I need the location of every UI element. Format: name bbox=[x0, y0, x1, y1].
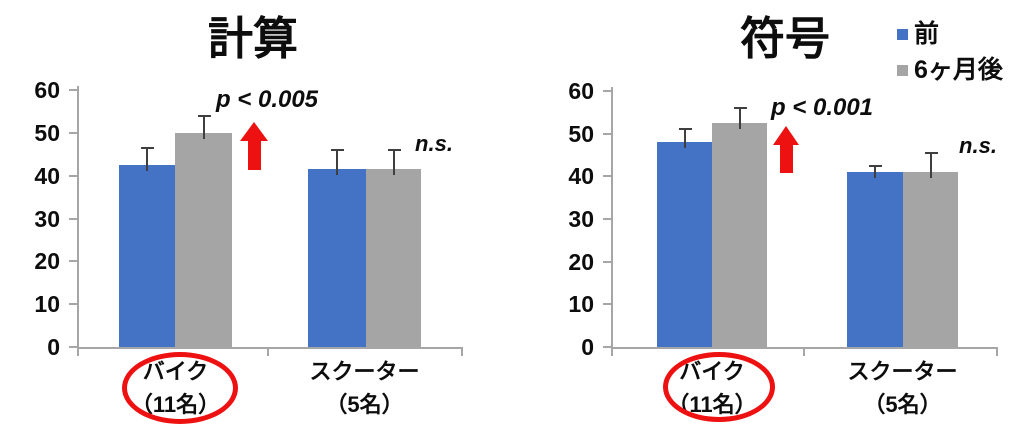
x-axis-tick bbox=[461, 349, 463, 356]
y-axis-line bbox=[77, 86, 79, 349]
y-axis-tick bbox=[603, 175, 612, 178]
bar-post6m-bike bbox=[712, 123, 767, 347]
legend-item-pre: 前 bbox=[897, 20, 1003, 48]
error-bar-line-pre-bike bbox=[683, 129, 686, 149]
x-axis-tick bbox=[996, 349, 998, 356]
chart-title-symbol: 符号 bbox=[739, 13, 831, 64]
error-bar-line-post6m-bike bbox=[202, 115, 205, 139]
bar-post6m-scooter bbox=[366, 169, 421, 347]
y-axis-tick bbox=[603, 132, 612, 135]
error-bar-cap-pre-bike bbox=[141, 146, 154, 149]
y-tick-label: 10 bbox=[568, 291, 594, 318]
ns-label: n.s. bbox=[959, 133, 997, 158]
y-axis-tick bbox=[69, 217, 78, 220]
bar-pre-bike bbox=[657, 142, 712, 347]
x-axis-line bbox=[611, 347, 998, 349]
error-bar-line-post6m-scooter bbox=[929, 152, 932, 179]
x-category-label-scooter-line1: スクーター bbox=[309, 359, 420, 384]
y-tick-label: 30 bbox=[34, 205, 60, 232]
error-bar-cap-pre-scooter bbox=[869, 164, 882, 167]
up-arrow-shaft bbox=[779, 144, 793, 173]
x-axis-tick bbox=[77, 349, 79, 356]
bar-pre-scooter bbox=[308, 169, 366, 347]
x-category-label-scooter-line2: （5名） bbox=[325, 392, 404, 417]
y-tick-label: 60 bbox=[34, 77, 60, 103]
error-bar-cap-post6m-bike bbox=[733, 107, 747, 110]
y-tick-label: 10 bbox=[34, 291, 60, 318]
y-tick-label: 20 bbox=[568, 248, 594, 275]
y-axis-tick bbox=[69, 89, 78, 91]
ns-label: n.s. bbox=[415, 131, 453, 156]
error-bar-cap-post6m-scooter bbox=[387, 148, 401, 151]
bar-pre-bike bbox=[119, 164, 175, 347]
y-tick-label: 40 bbox=[34, 162, 60, 189]
y-axis-tick bbox=[603, 90, 612, 92]
x-axis-line bbox=[77, 347, 463, 349]
y-axis-tick bbox=[603, 346, 612, 348]
highlight-ellipse bbox=[122, 352, 238, 424]
bar-pre-scooter bbox=[847, 172, 903, 347]
y-axis-line bbox=[611, 87, 613, 349]
x-category-label-scooter-line2: （5名） bbox=[863, 392, 942, 417]
error-bar-cap-pre-bike bbox=[678, 128, 692, 131]
highlight-ellipse bbox=[663, 352, 775, 422]
up-arrow-head bbox=[240, 122, 268, 141]
x-axis-tick bbox=[803, 349, 805, 356]
y-axis-tick bbox=[603, 303, 612, 306]
y-tick-label: 20 bbox=[34, 248, 60, 275]
x-axis-tick bbox=[611, 349, 613, 356]
y-tick-label: 50 bbox=[34, 119, 60, 146]
legend-item-post: 6ヶ月後 bbox=[897, 56, 1003, 84]
x-axis-tick bbox=[267, 349, 269, 356]
y-tick-label: 50 bbox=[568, 120, 594, 147]
chart-title-calculation: 計算 bbox=[207, 13, 299, 64]
error-bar-line-post6m-scooter bbox=[392, 149, 395, 176]
legend-label-post: 6ヶ月後 bbox=[914, 56, 1003, 84]
error-bar-line-pre-scooter bbox=[874, 165, 876, 179]
x-category-label-scooter-line1: スクーター bbox=[847, 359, 958, 384]
error-bar-cap-post6m-bike bbox=[197, 114, 211, 117]
significance-label: p < 0.001 bbox=[770, 94, 874, 121]
legend-label-pre: 前 bbox=[914, 20, 940, 48]
error-bar-line-post6m-bike bbox=[738, 108, 741, 129]
up-arrow-shaft bbox=[247, 140, 261, 170]
y-axis-tick bbox=[603, 260, 612, 263]
legend-swatch-pre-icon bbox=[897, 28, 908, 40]
error-bar-cap-post6m-scooter bbox=[924, 151, 938, 154]
error-bar-line-pre-scooter bbox=[336, 149, 338, 176]
y-axis-tick bbox=[603, 218, 612, 220]
significance-up-arrow-icon bbox=[773, 126, 799, 173]
y-tick-label: 0 bbox=[47, 334, 60, 360]
y-axis-tick bbox=[69, 260, 78, 263]
significance-label: p < 0.005 bbox=[215, 86, 319, 113]
bar-post6m-scooter bbox=[903, 172, 958, 347]
y-axis-tick bbox=[69, 303, 78, 306]
y-axis-tick bbox=[69, 346, 78, 348]
y-axis-tick bbox=[69, 131, 78, 134]
up-arrow-head bbox=[773, 126, 799, 145]
legend: 前 6ヶ月後 bbox=[897, 20, 1003, 92]
y-tick-label: 30 bbox=[568, 206, 594, 232]
y-axis-tick bbox=[69, 174, 78, 177]
y-tick-label: 60 bbox=[568, 78, 594, 104]
error-bar-cap-pre-scooter bbox=[331, 148, 344, 151]
legend-swatch-post-icon bbox=[897, 64, 908, 76]
y-tick-label: 0 bbox=[581, 334, 594, 360]
significance-up-arrow-icon bbox=[240, 122, 268, 170]
error-bar-line-pre-bike bbox=[146, 147, 148, 171]
y-tick-label: 40 bbox=[568, 163, 594, 190]
bar-post6m-bike bbox=[175, 132, 232, 347]
